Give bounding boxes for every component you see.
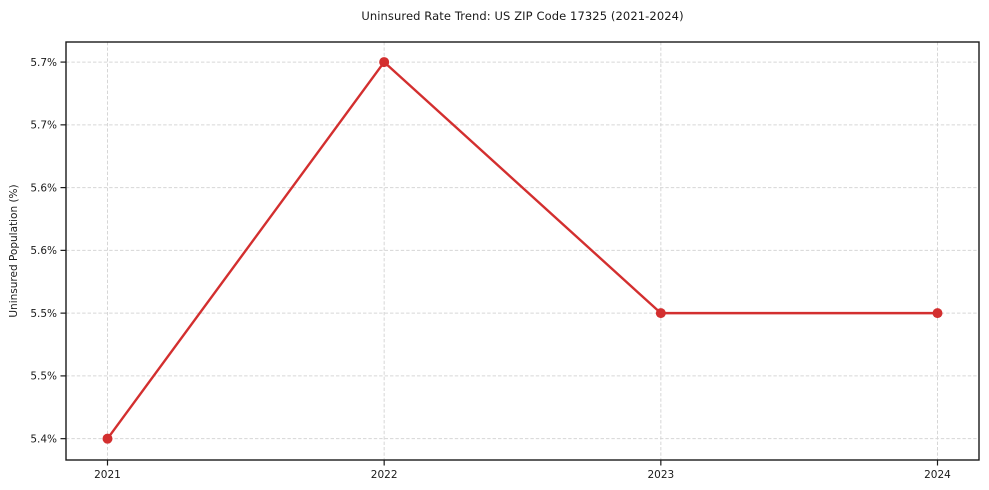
y-tick-label: 5.7% <box>30 120 57 132</box>
x-tick-label: 2024 <box>924 469 951 481</box>
x-tick-label: 2021 <box>94 469 121 481</box>
plot-border <box>65 41 980 461</box>
y-tick-label: 5.5% <box>30 371 57 383</box>
data-point-marker <box>379 57 390 68</box>
trend-line <box>106 60 939 440</box>
data-point-marker <box>102 433 113 444</box>
y-tick-label: 5.6% <box>30 245 57 257</box>
data-point-marker <box>932 308 943 319</box>
y-tick-label: 5.5% <box>30 308 57 320</box>
x-tick-label: 2022 <box>371 469 398 481</box>
x-tick-label: 2023 <box>647 469 674 481</box>
data-point-marker <box>655 308 666 319</box>
y-tick-label: 5.4% <box>30 433 57 445</box>
y-tick-label: 5.6% <box>30 182 57 194</box>
y-tick-label: 5.7% <box>30 57 57 69</box>
chart-title: Uninsured Rate Trend: US ZIP Code 17325 … <box>361 9 684 23</box>
